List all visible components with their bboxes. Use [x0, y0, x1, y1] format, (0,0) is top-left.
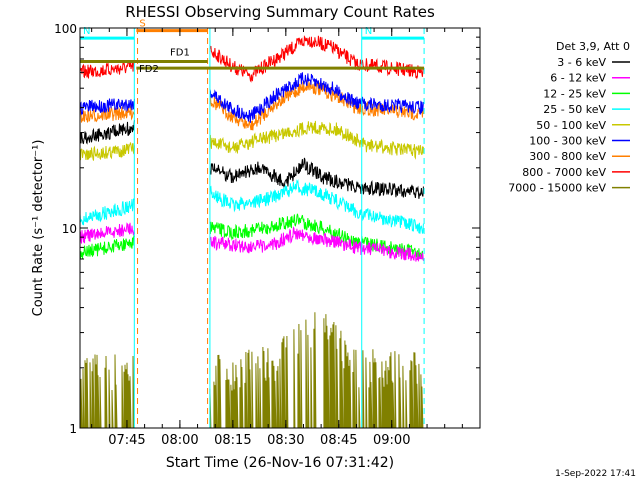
series-line [79, 222, 135, 244]
legend-label: 50 - 100 keV [536, 119, 606, 132]
x-tick-label: 08:00 [161, 433, 198, 448]
legend-label: 25 - 50 keV [543, 103, 606, 116]
series-line [209, 179, 424, 235]
series-line [209, 226, 424, 262]
x-tick-label: 08:30 [267, 433, 304, 448]
timestamp: 1-Sep-2022 17:41 [555, 469, 636, 479]
x-tick-label: 08:45 [320, 433, 357, 448]
legend-label: 7000 - 15000 keV [508, 182, 606, 195]
series-line [79, 235, 135, 259]
series-line [79, 198, 135, 226]
series-line [209, 79, 424, 131]
legend-label: 6 - 12 keV [550, 72, 606, 85]
flag-label: N [365, 26, 372, 37]
legend-label: 100 - 300 keV [529, 135, 606, 148]
series-line [209, 35, 424, 83]
flags-layer: S N N FD1 FD2 [80, 19, 425, 75]
series-line [79, 120, 135, 145]
x-tick-label: 07:45 [108, 433, 145, 448]
series-line [209, 120, 424, 160]
y-axis-label: Count Rate (s⁻¹ detector⁻¹) [31, 140, 46, 317]
y-tick-label: 100 [54, 22, 77, 36]
y-tick-label: 10 [62, 222, 77, 236]
series-layer [79, 35, 424, 429]
legend-label: 800 - 7000 keV [522, 166, 606, 179]
legend-label: 300 - 800 keV [529, 150, 606, 163]
series-line [79, 142, 135, 161]
legend: Det 3,9, Att 0 3 - 6 keV 6 - 12 keV 12 - 2… [508, 40, 630, 195]
series-line [79, 98, 135, 116]
flag-label: FD2 [139, 64, 159, 75]
legend-title: Det 3,9, Att 0 [556, 40, 630, 53]
x-tick-label: 08:15 [214, 433, 251, 448]
series-line [79, 60, 135, 79]
flag-label: S [139, 19, 145, 30]
flag-label: FD1 [170, 47, 190, 58]
chart-title: RHESSI Observing Summary Count Rates [125, 3, 435, 21]
series-line [209, 72, 424, 123]
series-line [209, 157, 424, 199]
x-tick-label: 09:00 [373, 433, 410, 448]
series-line [79, 105, 135, 123]
x-axis-label: Start Time (26-Nov-16 07:31:42) [166, 455, 394, 471]
series-line [80, 354, 135, 429]
y-tick-label: 1 [69, 422, 77, 436]
legend-label: 12 - 25 keV [543, 87, 606, 100]
flag-label: N [83, 26, 90, 37]
markers-layer [133, 28, 425, 428]
legend-label: 3 - 6 keV [557, 56, 606, 69]
series-line [209, 312, 424, 429]
axes-layer: 07:45 08:00 08:15 08:30 08:45 09:00 1 10 100 [54, 22, 481, 448]
